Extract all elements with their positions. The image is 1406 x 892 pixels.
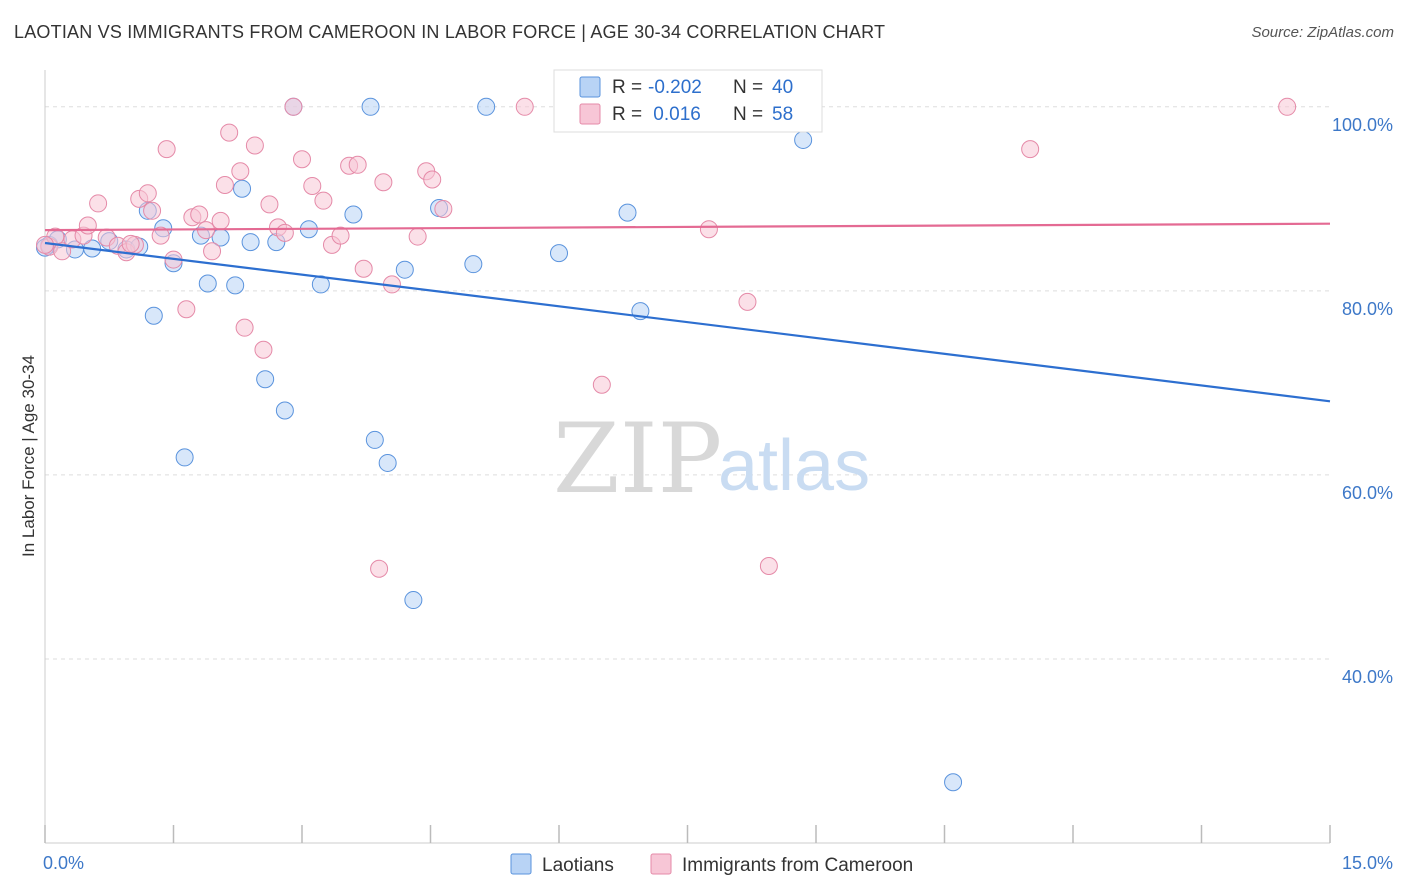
source-credit: Source: ZipAtlas.com [1251, 24, 1394, 41]
cameroon-point-32 [284, 97, 303, 116]
cameroon-point-46 [423, 170, 442, 189]
cameroon-point-34 [303, 176, 322, 195]
cameroon-point-24 [220, 123, 239, 142]
laotian-point-11 [175, 448, 194, 467]
cameroon-point-22 [211, 211, 230, 230]
cameroon-point-15 [157, 140, 176, 159]
cameroon-point-49 [592, 375, 611, 394]
cameroon-point-31 [275, 223, 294, 242]
laotian-point-27 [378, 453, 397, 472]
cameroon-point-12 [138, 184, 157, 203]
laotian-trend-line [44, 241, 1331, 403]
legend-n-label-1: N = [733, 77, 763, 98]
watermark-atlas: atlas [718, 426, 870, 506]
legend-r-value-2: 0.016 [648, 104, 701, 125]
laotian-point-29 [404, 591, 423, 610]
y-axis-title: In Labor Force | Age 30-34 [19, 355, 38, 557]
cameroon-point-54 [1021, 140, 1040, 159]
legend-r-label-1: R = [612, 77, 642, 98]
laotian-point-37 [794, 130, 813, 149]
bottom-legend-swatch-laotians [510, 853, 532, 875]
legend-swatch-cameroon [579, 103, 601, 125]
cameroon-point-17 [177, 300, 196, 319]
cameroon-point-23 [215, 176, 234, 195]
cameroon-point-37 [331, 226, 350, 245]
laotian-point-20 [275, 401, 294, 420]
legend-r-label-2: R = [612, 104, 642, 125]
cameroon-point-47 [434, 199, 453, 218]
cameroon-trend-line [44, 222, 1331, 232]
y-tick-label-2: 80.0% [1342, 299, 1393, 319]
watermark-zip: ZIP [553, 403, 722, 515]
stats-legend: R = -0.202 N = 40 R = 0.016 N = 58 [553, 69, 823, 133]
laotian-point-17 [241, 233, 260, 252]
laotian-point-28 [395, 260, 414, 279]
legend-n-label-2: N = [733, 104, 763, 125]
legend-swatch-laotians [579, 76, 601, 98]
cameroon-point-48 [515, 97, 534, 116]
cameroon-point-19 [190, 205, 209, 224]
legend-n-value-2: 58 [772, 104, 793, 125]
cameroon-point-39 [348, 155, 367, 174]
y-tick-label-0: 40.0% [1342, 667, 1393, 687]
legend-r-value-1: -0.202 [648, 77, 702, 98]
laotian-point-24 [344, 205, 363, 224]
axes [44, 70, 1331, 844]
cameroon-point-27 [245, 136, 264, 155]
cameroon-point-35 [314, 191, 333, 210]
laotian-point-31 [464, 255, 483, 274]
cameroon-point-50 [699, 220, 718, 239]
cameroon-point-40 [354, 259, 373, 278]
x-tick-label-min: 0.0% [43, 853, 84, 873]
cameroon-point-42 [374, 173, 393, 192]
cameroon-point-44 [408, 227, 427, 246]
cameroon-point-28 [254, 340, 273, 359]
y-tick-label-3: 100.0% [1332, 115, 1393, 135]
laotian-point-16 [233, 179, 252, 198]
cameroon-point-51 [738, 292, 757, 311]
cameroon-point-21 [203, 242, 222, 261]
cameroon-point-25 [231, 162, 250, 181]
cameroon-point-57 [121, 234, 140, 253]
cameroon-point-33 [293, 150, 311, 169]
laotian-point-32 [477, 97, 496, 116]
bottom-legend-swatch-cameroon [650, 853, 672, 875]
cameroon-point-2 [53, 242, 72, 261]
cameroon-point-52 [759, 557, 778, 576]
cameroon-point-26 [235, 318, 254, 337]
cameroon-point-29 [260, 195, 279, 214]
trend-lines [44, 222, 1331, 403]
bottom-legend-laotians: Laotians [542, 855, 614, 876]
laotian-point-8 [144, 306, 163, 325]
cameroon-point-41 [370, 559, 389, 578]
cameroon-points [36, 97, 1297, 578]
laotian-point-18 [256, 370, 275, 389]
laotian-point-26 [365, 430, 384, 449]
cameroon-point-13 [143, 201, 162, 220]
cameroon-point-14 [151, 226, 170, 245]
legend-n-value-1: 40 [772, 77, 793, 98]
y-tick-label-1: 60.0% [1342, 483, 1393, 503]
x-tick-labels: 0.0% 15.0% [43, 853, 1393, 873]
cameroon-point-55 [1278, 97, 1297, 116]
laotian-point-13 [198, 274, 217, 293]
laotian-point-25 [361, 97, 380, 116]
cameroon-point-5 [78, 216, 97, 235]
x-tick-label-max: 15.0% [1342, 853, 1393, 873]
laotian-point-33 [550, 244, 568, 263]
y-tick-labels: 40.0% 60.0% 80.0% 100.0% [1332, 115, 1393, 687]
cameroon-point-6 [89, 194, 108, 213]
laotian-point-38 [944, 773, 963, 792]
laotian-point-34 [618, 203, 637, 222]
bottom-legend-cameroon: Immigrants from Cameroon [682, 855, 913, 876]
chart-title: LAOTIAN VS IMMIGRANTS FROM CAMEROON IN L… [14, 22, 886, 42]
series-legend: Laotians Immigrants from Cameroon [510, 853, 913, 876]
laotian-point-15 [226, 276, 245, 295]
watermark: ZIP atlas [553, 403, 870, 515]
